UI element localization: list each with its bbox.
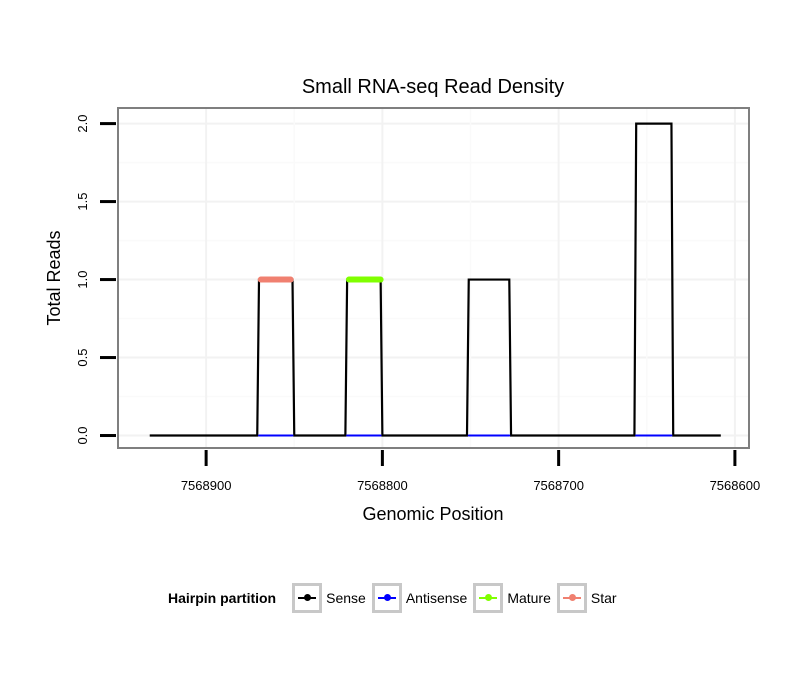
- axes: 0.0 0.5 1.0 1.5 2.0 7568900 7568800 7568700 7568…: [75, 115, 760, 493]
- y-tick-label: 1.5: [75, 193, 90, 211]
- x-tick-label: 7568700: [533, 478, 584, 493]
- x-tick-label: 7568900: [181, 478, 232, 493]
- legend-item-antisense[interactable]: Antisense: [371, 583, 468, 613]
- legend-item-sense[interactable]: Sense: [292, 583, 366, 613]
- y-tick-label: 0.5: [75, 349, 90, 367]
- legend-title: Hairpin partition: [168, 590, 277, 606]
- x-tick-label: 7568800: [357, 478, 408, 493]
- legend-key-mature: [473, 583, 504, 613]
- x-tick-label: 7568600: [710, 478, 761, 493]
- legend-label-star: Star: [590, 590, 617, 606]
- legend-key-sense: [292, 583, 323, 613]
- plot-frame: [117, 107, 750, 449]
- legend-label-sense: Sense: [326, 590, 366, 606]
- legend: Hairpin partition Sense Antisense Mature…: [168, 580, 623, 616]
- y-tick-label: 1.0: [75, 271, 90, 289]
- x-axis-label: Genomic Position: [362, 504, 503, 524]
- grid: [118, 108, 749, 448]
- y-tick-label: 2.0: [75, 115, 90, 133]
- chart-title: Small RNA-seq Read Density: [302, 76, 564, 98]
- legend-key-antisense: [371, 583, 402, 613]
- legend-label-antisense: Antisense: [405, 590, 468, 606]
- legend-item-mature[interactable]: Mature: [473, 583, 551, 613]
- legend-key-star: [556, 583, 587, 613]
- y-axis-label: Total Reads: [44, 230, 64, 325]
- legend-label-mature: Mature: [507, 590, 551, 606]
- plot-area: [149, 122, 721, 437]
- legend-item-star[interactable]: Star: [556, 583, 617, 613]
- y-tick-label: 0.0: [75, 426, 90, 444]
